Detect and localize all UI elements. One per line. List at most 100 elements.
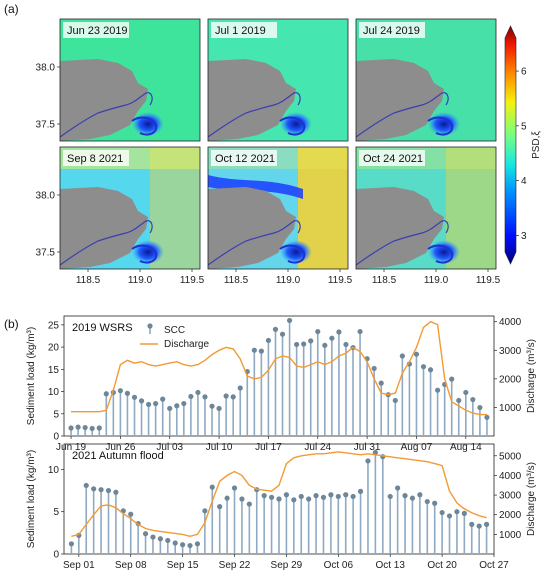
- y-tick-label: 15: [48, 365, 60, 376]
- lon-tick-label: 119.5: [476, 275, 501, 286]
- scc-point: [180, 542, 186, 548]
- river-mouth-plume: [132, 112, 164, 136]
- scc-point: [142, 531, 149, 537]
- x-tick-label: Oct 06: [324, 560, 354, 571]
- scc-point: [174, 403, 180, 409]
- land: [356, 187, 444, 269]
- x-tick-label: Jun 19: [56, 442, 86, 453]
- scc-point: [439, 509, 445, 516]
- scc-point: [276, 496, 282, 502]
- y2-axis-label: Discharge (m³/s): [526, 462, 537, 536]
- scc-point: [306, 496, 312, 502]
- scc-point: [89, 425, 95, 432]
- scc-point: [209, 484, 215, 490]
- map-frame: [355, 18, 497, 142]
- river-mouth-plume: [280, 240, 312, 264]
- x-tick-label: Jul 17: [255, 442, 282, 453]
- scc-point: [432, 500, 438, 506]
- x-tick-label: Jul 03: [156, 442, 183, 453]
- colorbar-label: PSD,ξ: [531, 131, 542, 159]
- scc-point: [456, 397, 462, 404]
- legend-discharge-label: Discharge: [164, 339, 209, 350]
- scc-point: [470, 396, 476, 403]
- lon-tick-label: 119.0: [276, 275, 301, 286]
- panel-b-label: (b): [4, 317, 19, 331]
- scc-point: [463, 389, 469, 396]
- map-frame: [207, 146, 349, 270]
- scc-point: [194, 541, 201, 547]
- scc-point: [82, 424, 88, 431]
- scc-point: [320, 494, 327, 500]
- lat-tick-label: 37.5: [36, 248, 56, 259]
- scc-point: [160, 396, 166, 402]
- scc-point: [195, 389, 201, 396]
- map-date-bg: [63, 150, 129, 166]
- scc-point: [187, 542, 193, 549]
- scc-point: [124, 390, 131, 396]
- colorbar-tick-label: 4: [521, 176, 527, 187]
- x-tick-label: Aug 14: [450, 442, 482, 453]
- map-date-label: Oct 12 2021: [215, 153, 275, 165]
- scc-point: [409, 495, 416, 501]
- scc-point: [395, 485, 401, 491]
- plume-swirl: [131, 244, 158, 264]
- scc-point: [427, 367, 434, 373]
- plume-swirl: [427, 116, 454, 136]
- map-panels: Jun 23 2019 38.0 37.5 Jul 1 2019 Jul 24 2019…: [36, 18, 501, 286]
- plot-frame: [63, 315, 495, 437]
- scc-point: [424, 498, 430, 505]
- river-mouth-plume: [428, 240, 460, 264]
- y-tick-label: 0: [53, 432, 59, 443]
- scc-point: [357, 488, 364, 494]
- scc-point: [209, 403, 215, 409]
- scc-point: [413, 351, 420, 357]
- map-panel: Oct 12 2021 118.5 119.0 119.5: [207, 146, 353, 286]
- colorbar-tick-label: 5: [521, 121, 527, 132]
- y2-tick-label: 3000: [499, 346, 522, 357]
- chart-title: 2019 WSRS: [72, 322, 133, 334]
- map-date-bg: [211, 150, 277, 166]
- x-tick-label: Jul 10: [206, 442, 233, 453]
- plume-swirl: [427, 244, 454, 264]
- scc-point: [153, 400, 159, 407]
- scc-point: [237, 385, 243, 391]
- discharge-line: [71, 451, 487, 538]
- scc-point: [417, 492, 423, 498]
- scc-point: [313, 493, 319, 499]
- land: [356, 59, 444, 141]
- y-axis-label: Sediment load (kg/m³): [26, 327, 37, 425]
- lat-tick-label: 37.5: [36, 120, 56, 131]
- map-date-bg: [359, 22, 425, 38]
- lon-tick-label: 118.5: [76, 275, 101, 286]
- scc-point: [167, 405, 173, 412]
- scc-point: [105, 487, 112, 494]
- map-date-label: Oct 24 2021: [363, 153, 423, 165]
- scc-point: [68, 425, 74, 431]
- scc-point: [96, 425, 102, 431]
- yellow-river: [356, 92, 449, 138]
- scc-point: [265, 337, 272, 344]
- map-frame: [355, 146, 497, 270]
- lon-tick-label: 119.0: [128, 275, 153, 286]
- map-panel: Sep 8 2021 38.0 37.5 118.5 119.0 119.5: [36, 146, 205, 286]
- y2-tick-label: 4000: [499, 317, 522, 328]
- y2-tick-label: 1000: [499, 530, 522, 541]
- scc-point: [128, 511, 134, 517]
- lon-tick-label: 119.0: [424, 275, 449, 286]
- scc-point: [315, 328, 321, 335]
- river-mouth-plume: [428, 112, 460, 136]
- scc-point: [392, 397, 398, 404]
- scc-point: [294, 341, 300, 348]
- scc-point: [172, 540, 178, 546]
- scc-point: [335, 493, 341, 500]
- scc-point: [301, 341, 307, 347]
- x-tick-label: Sep 15: [167, 560, 199, 571]
- map-date-bg: [63, 22, 129, 38]
- lat-tick-label: 38.0: [36, 191, 56, 202]
- scc-point: [98, 487, 104, 493]
- y2-tick-label: 1000: [499, 403, 522, 414]
- y2-axis-label: Discharge (m³/s): [526, 339, 537, 413]
- y-tick-label: 25: [48, 320, 60, 331]
- y-tick-label: 20: [48, 343, 60, 354]
